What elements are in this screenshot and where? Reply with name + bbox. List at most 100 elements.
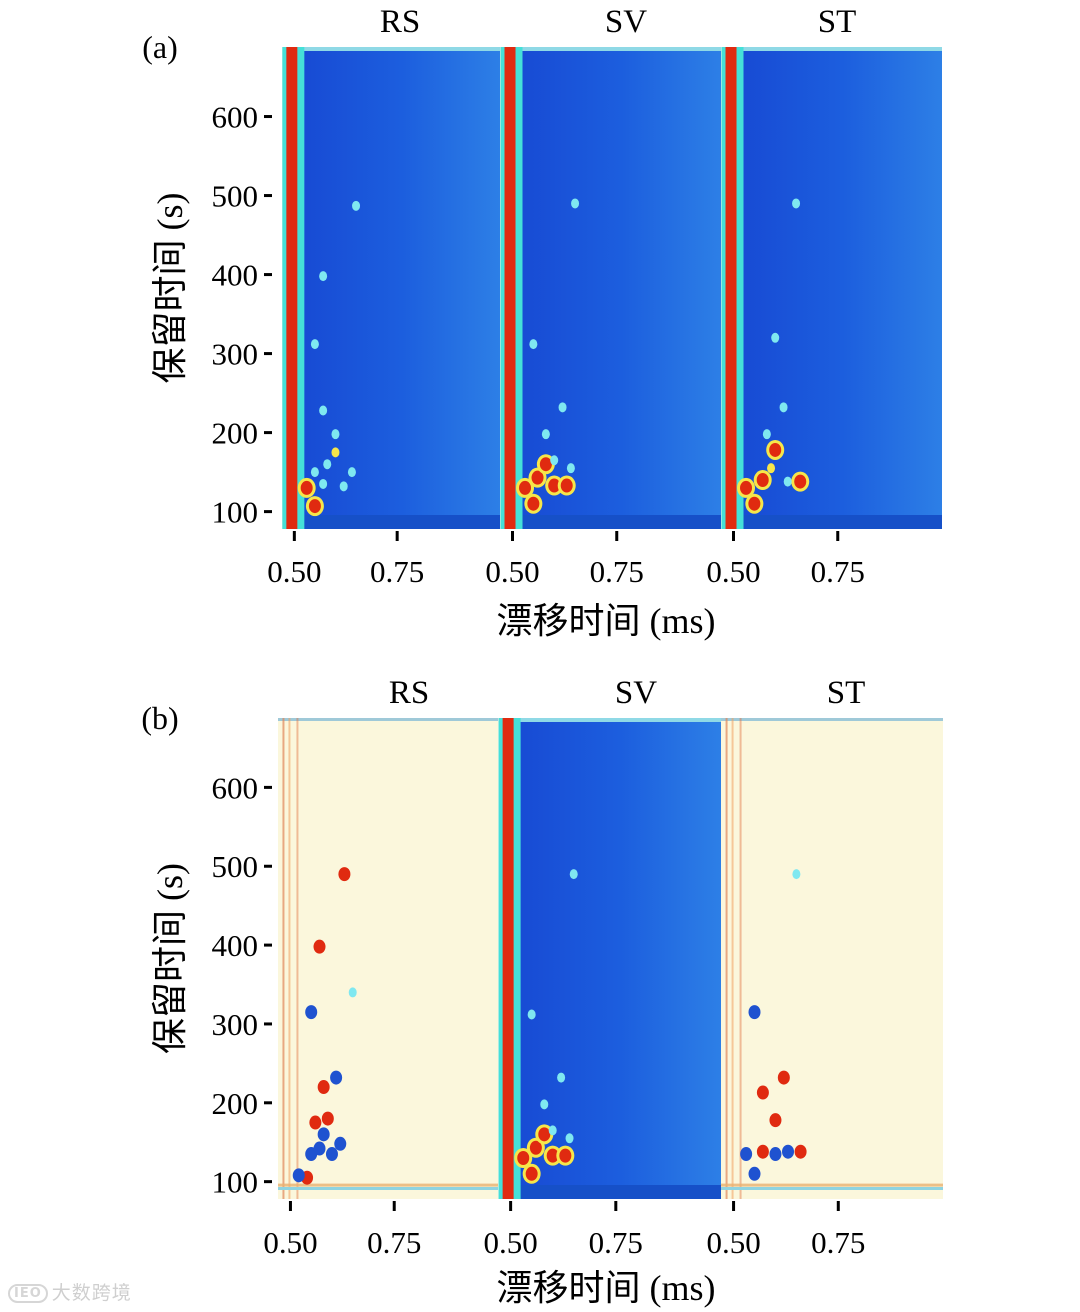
residual-line — [725, 718, 728, 1199]
peak-spot — [331, 447, 340, 458]
y-tick-label: 600 — [212, 770, 259, 805]
reactant-ion-peak — [286, 47, 298, 529]
residual-line — [282, 718, 285, 1199]
peak-spot — [548, 1125, 557, 1136]
peak-spot — [550, 455, 559, 466]
bottom-band — [282, 515, 500, 529]
peak-spot — [767, 463, 776, 474]
peak-spot — [792, 198, 801, 209]
residual-line — [739, 718, 742, 1199]
peak-spot — [323, 459, 332, 470]
subpanel-st: ST 0.50 0.75 — [706, 675, 943, 1260]
peak-spot — [331, 429, 340, 440]
y-tick-label: 300 — [212, 337, 259, 372]
peak-spot — [565, 1133, 574, 1144]
peak-spot — [756, 1085, 769, 1100]
peak-spot — [529, 1140, 542, 1155]
subpanel-title: SV — [605, 4, 647, 40]
bottom-band — [721, 515, 942, 529]
peak-spot — [748, 1005, 761, 1020]
peak-spot — [531, 470, 544, 485]
peak-spot — [740, 480, 753, 495]
top-edge — [282, 47, 500, 51]
peak-spot — [559, 1148, 572, 1163]
residual-hline — [278, 1183, 498, 1187]
subpanel-title: ST — [827, 675, 866, 711]
subpanel-rs: RS 0.50 0.75 — [263, 675, 498, 1260]
peak-spot — [517, 1150, 530, 1165]
peak-spot — [321, 1111, 334, 1126]
peak-spot — [740, 1147, 753, 1162]
peak-spot — [557, 1072, 566, 1083]
peak-spot — [756, 1144, 769, 1159]
x-tick-label: 0.75 — [589, 1225, 643, 1260]
peak-spot — [566, 463, 575, 474]
x-tick-label: 0.50 — [263, 1225, 317, 1260]
residual-hline — [721, 1187, 943, 1190]
y-tick-label: 500 — [212, 849, 259, 884]
peak-spot — [748, 1166, 761, 1181]
y-tick-label: 600 — [212, 100, 259, 135]
peak-spot — [529, 339, 538, 350]
peak-spot — [779, 402, 788, 413]
peak-spot — [319, 405, 328, 416]
subpanel-title: SV — [615, 675, 657, 711]
peak-spot — [292, 1168, 305, 1183]
x-axis-label: 漂移时间 (ms) — [497, 1268, 716, 1308]
heatmap-background — [721, 718, 943, 1199]
subpanel-title: RS — [380, 4, 420, 40]
y-tick-label: 400 — [212, 928, 259, 963]
x-tick-label: 0.75 — [590, 554, 644, 589]
subpanel-sv: SV 0.50 0.75 — [485, 4, 721, 589]
peak-spot — [310, 467, 319, 478]
bottom-band — [500, 515, 721, 529]
y-axis-label: 保留时间 (s) — [150, 863, 190, 1054]
x-tick-label: 0.50 — [706, 1225, 760, 1260]
peak-spot — [330, 1070, 343, 1085]
heatmap-background — [721, 47, 942, 529]
watermark-logo-icon: IEO — [8, 1284, 48, 1303]
y-tick-label: 100 — [212, 1165, 259, 1200]
x-tick-label: 0.75 — [811, 554, 865, 589]
x-axis-label: 漂移时间 (ms) — [497, 601, 716, 641]
heatmap-background — [282, 47, 500, 529]
peak-spot — [560, 478, 573, 493]
peak-spot — [352, 200, 361, 211]
panel-label: (a) — [142, 29, 178, 65]
residual-line — [288, 718, 291, 1199]
peak-spot — [794, 1144, 807, 1159]
peak-spot — [319, 478, 328, 489]
top-edge — [498, 718, 721, 722]
top-edge — [278, 718, 498, 721]
peak-spot — [527, 496, 540, 511]
peak-spot — [313, 1141, 326, 1156]
x-tick-label: 0.50 — [485, 554, 539, 589]
peak-spot — [317, 1127, 330, 1142]
y-tick-label: 500 — [212, 179, 259, 214]
peak-spot — [769, 442, 782, 457]
x-tick-label: 0.50 — [483, 1225, 537, 1260]
peak-spot — [769, 1113, 782, 1128]
top-edge — [721, 47, 942, 51]
top-edge — [500, 47, 721, 51]
peak-spot — [771, 332, 780, 343]
peak-spot — [319, 271, 328, 282]
peak-spot — [305, 1005, 318, 1020]
peak-spot — [308, 499, 321, 514]
peak-spot — [539, 457, 552, 472]
peak-spot — [792, 869, 801, 880]
residual-hline — [721, 1183, 943, 1187]
peak-spot — [527, 1009, 536, 1020]
peak-spot — [558, 402, 567, 413]
subpanel-title: ST — [818, 4, 857, 40]
panel-label: (b) — [141, 700, 178, 736]
peak-spot — [525, 1166, 538, 1181]
peak-spot — [541, 429, 550, 440]
peak-spot — [309, 1115, 322, 1130]
peak-spot — [313, 939, 326, 954]
peak-spot — [325, 1147, 338, 1162]
y-tick-label: 300 — [212, 1007, 259, 1042]
peak-spot — [548, 478, 561, 493]
peak-spot — [783, 476, 792, 487]
